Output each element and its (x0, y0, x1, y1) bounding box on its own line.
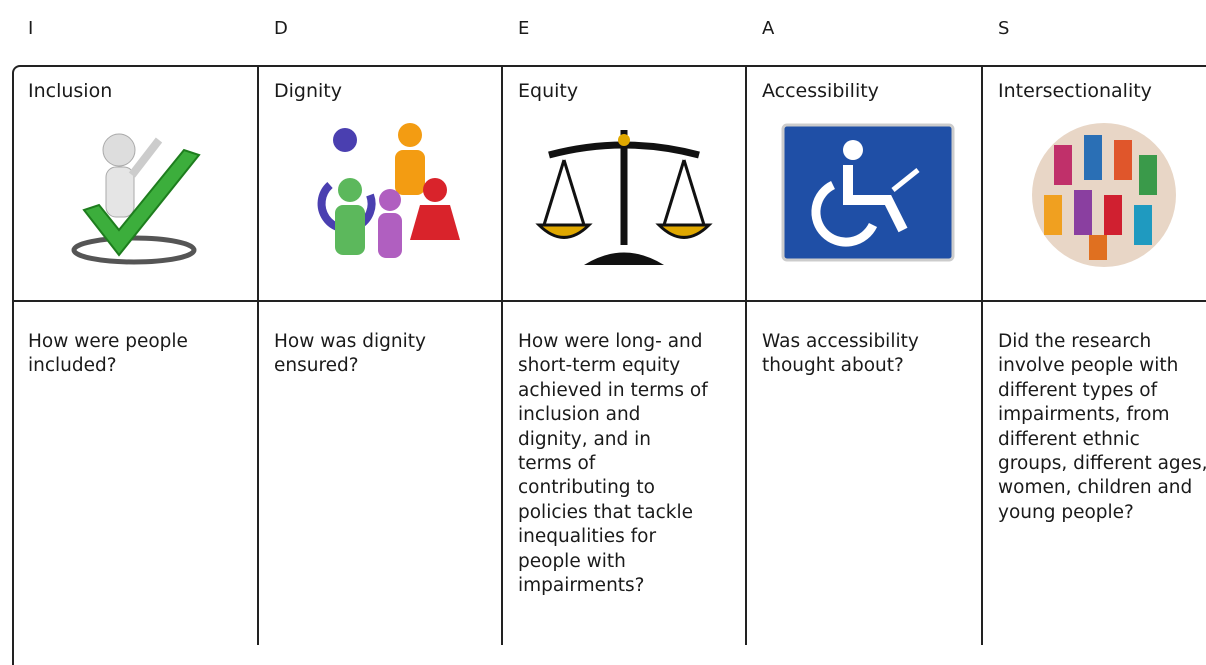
column-name: Intersectionality (998, 80, 1152, 102)
column-divider (257, 65, 259, 645)
column-letter: D (274, 18, 288, 39)
table-frame (12, 65, 1206, 665)
column-letter: S (998, 18, 1010, 39)
column-letter: E (518, 18, 530, 39)
column-name: Equity (518, 80, 579, 102)
column-divider (745, 65, 747, 645)
column-icon (534, 115, 714, 270)
column-letter: A (762, 18, 775, 39)
column-icon (778, 115, 958, 270)
column-icon (1014, 115, 1194, 270)
column-name: Dignity (274, 80, 342, 102)
column-name: Inclusion (28, 80, 113, 102)
page: (() => { const data = JSON.parse(documen… (12, 18, 1206, 665)
column-icon (290, 115, 470, 270)
column-divider (981, 65, 983, 645)
column-question: How were people included? (28, 331, 188, 377)
column-divider (501, 65, 503, 645)
column-question: How was dignity ensured? (274, 331, 426, 377)
row-divider (12, 300, 1206, 302)
column-name: Accessibility (762, 80, 879, 102)
column-icon (44, 115, 224, 270)
column-question: How were long- and short-term equity ach… (518, 331, 708, 597)
column-letter: I (28, 18, 34, 39)
column-question: Was accessibility thought about? (762, 331, 919, 377)
column-question: Did the research involve people with dif… (998, 331, 1206, 523)
